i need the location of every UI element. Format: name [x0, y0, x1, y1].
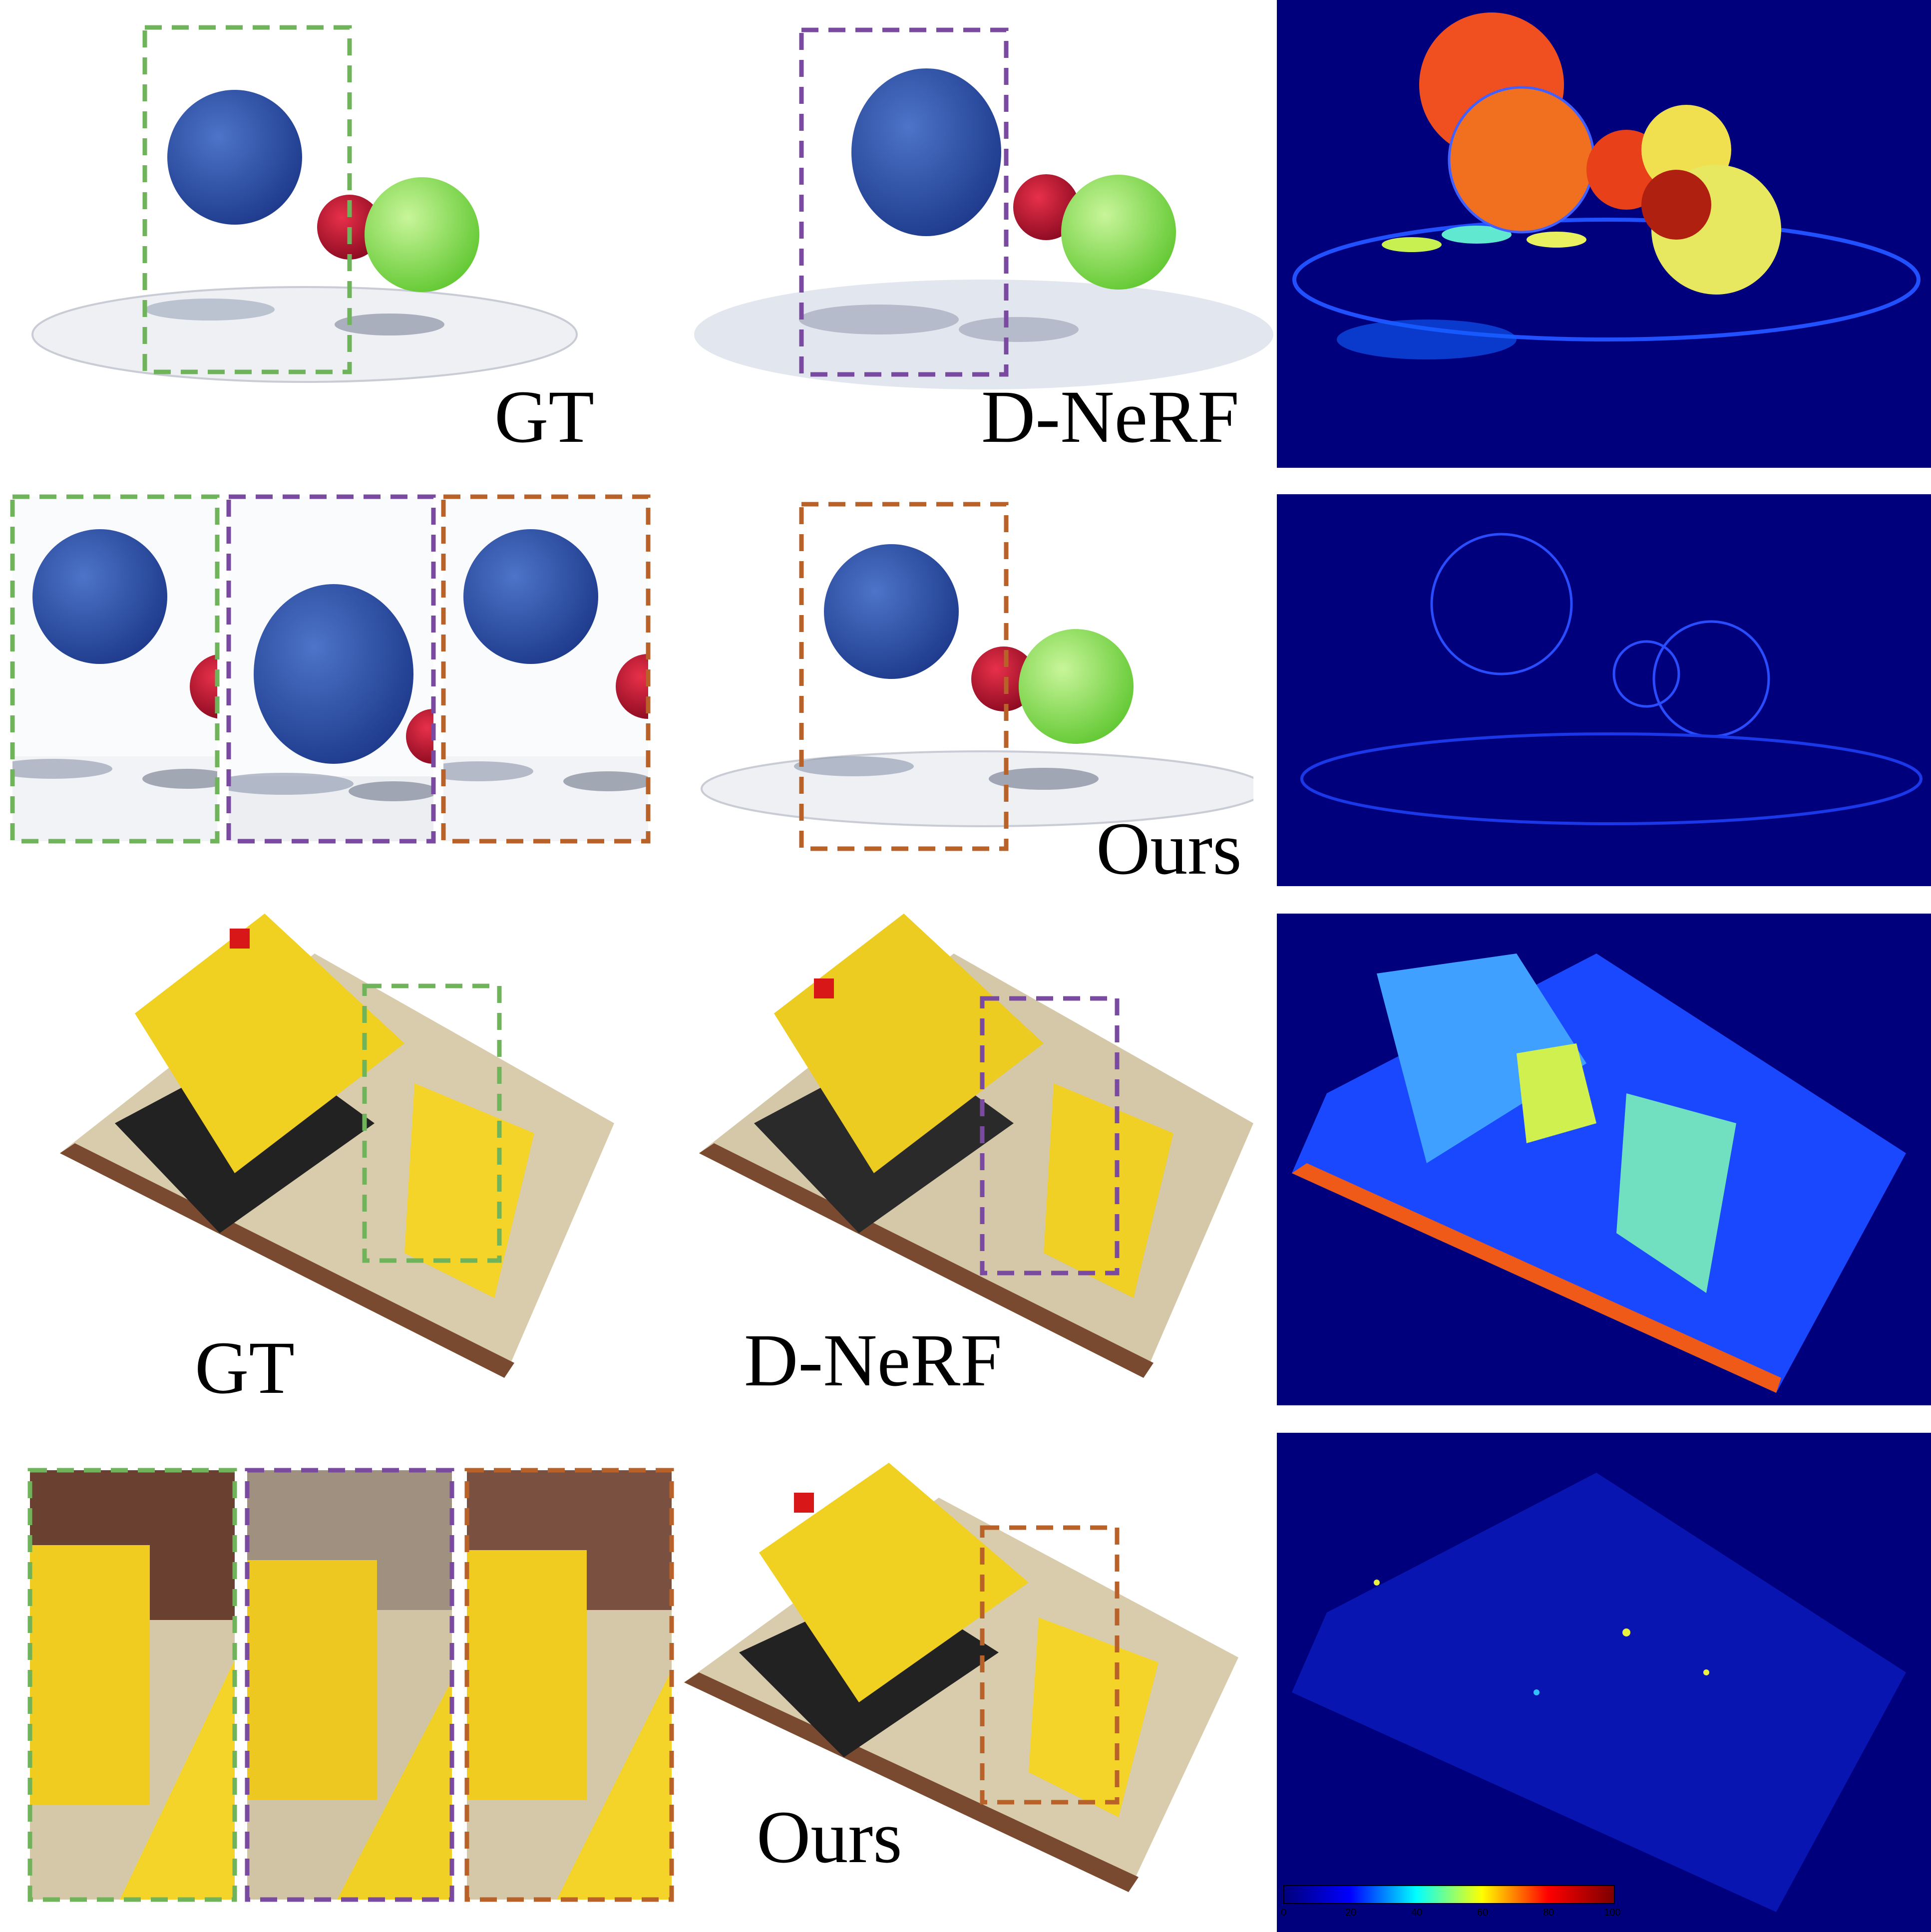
- lego-crop-box-green: [27, 1468, 237, 1902]
- colorbar-tick-80: 80: [1543, 1907, 1554, 1918]
- colorbar: [1283, 1885, 1615, 1904]
- lego-dnerf-image: [694, 914, 1258, 1378]
- balls-crop-ours: [443, 497, 648, 841]
- gt-zoom-box: [142, 25, 352, 374]
- crop-box-purple: [226, 494, 436, 844]
- balls-ours-image: [684, 519, 1253, 829]
- lego-ours-zoom-box: [980, 1525, 1120, 1805]
- balls-gt-image: [20, 30, 629, 389]
- colorbar-tick-40: 40: [1411, 1907, 1423, 1918]
- balls-dnerf-error-map: [1277, 0, 1931, 468]
- lego-ours-image: [679, 1463, 1243, 1892]
- colorbar-tick-20: 20: [1345, 1907, 1357, 1918]
- crop-box-green: [10, 494, 220, 844]
- lego-ours-error-map: [1277, 1433, 1931, 1932]
- crop-box-orange: [441, 494, 651, 844]
- lego-gt-zoom-box: [362, 983, 502, 1263]
- colorbar-tick-100: 100: [1604, 1907, 1621, 1918]
- lego-gt-image: [55, 914, 619, 1378]
- dnerf-label-bottom: D-NeRF: [744, 1319, 1002, 1402]
- dnerf-label-top: D-NeRF: [981, 375, 1239, 458]
- colorbar-tick-60: 60: [1477, 1907, 1489, 1918]
- balls-crop-dnerf: [229, 497, 433, 841]
- lego-crop-dnerf: [247, 1470, 452, 1900]
- lego-crop-ours: [467, 1470, 672, 1900]
- gt-label-bottom: GT: [195, 1326, 295, 1409]
- balls-ours-error-map: [1277, 494, 1931, 886]
- lego-crop-box-purple: [245, 1468, 454, 1902]
- lego-dnerf-error-map: [1277, 914, 1931, 1405]
- ours-label-top: Ours: [1096, 807, 1242, 890]
- gt-label-top: GT: [494, 375, 594, 458]
- lego-dnerf-zoom-box: [980, 996, 1120, 1276]
- lego-crop-gt: [30, 1470, 235, 1900]
- balls-crop-gt: [12, 497, 217, 841]
- balls-dnerf-image: [689, 30, 1273, 409]
- ours-zoom-box: [799, 502, 1009, 851]
- colorbar-tick-0: 0: [1281, 1907, 1287, 1918]
- lego-crop-box-orange: [464, 1468, 674, 1902]
- dnerf-zoom-box: [799, 27, 1009, 377]
- ours-label-bottom: Ours: [757, 1796, 902, 1879]
